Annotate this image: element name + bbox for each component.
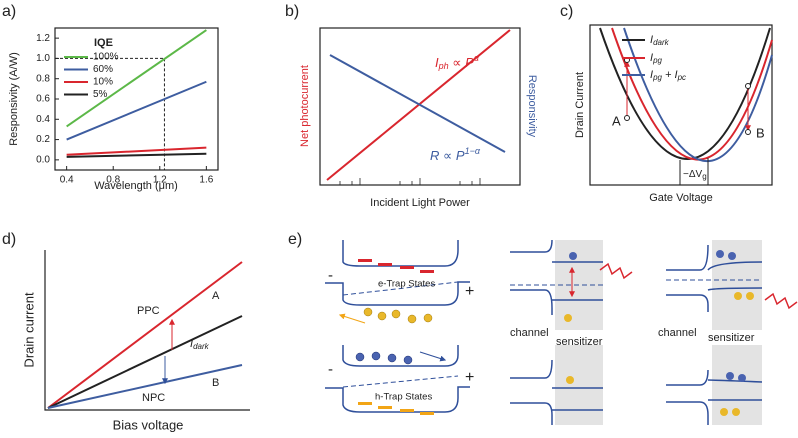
x-tick-label: 1.6 [199,175,213,186]
shift-label: −ΔVg [683,169,707,181]
y-tick-label: 1.0 [36,53,50,64]
y-tick-label: 0.4 [36,114,50,125]
dark-curve [599,27,771,160]
legend-entry: Ipg + Ipc [650,69,686,82]
y-tick-label: 0.8 [36,73,50,84]
left-axis-label: Net photocurrent [299,65,311,147]
y-tick-label: 1.2 [36,33,50,44]
y-axis-label: Drain Current [574,72,586,138]
panel-label: a) [2,3,16,20]
legend-entry: 100% [93,52,119,63]
label: A [212,290,220,302]
y-axis-label: Responsivity (A/W) [8,52,20,146]
legend-title: IQE [94,37,113,49]
label: sensitizer [556,336,603,348]
panel-label: e) [288,231,302,248]
panel-c: A B −ΔVg Idark Ipg Ipg + Ipc Drain Curre… [574,24,773,204]
panel-b: Net photocurrent Responsivity Incident L… [299,27,538,209]
label: channel [510,327,549,339]
point-label: A [612,113,621,128]
panel-label: c) [560,3,573,20]
series-line [66,80,207,141]
x-axis-label: Wavelength (μm) [94,180,178,192]
terminal: + [465,369,474,386]
point-label: B [756,125,765,140]
panel-e: - + e-Trap States - + h-Trap States chan… [325,239,798,425]
terminal: - [328,267,333,284]
label: channel [658,327,697,339]
x-tick-label: 0.8 [106,175,120,186]
x-tick-label: 0.4 [60,175,74,186]
series-line [66,152,207,158]
label: B [212,377,219,389]
label: h-Trap States [375,392,432,403]
label: e-Trap States [378,279,435,290]
label: NPC [142,392,165,404]
x-axis-label: Bias voltage [113,417,184,432]
y-tick-label: 0.2 [36,134,50,145]
legend-entry: 5% [93,89,108,100]
formula: R ∝ P1−α [430,146,481,163]
y-axis-label: Drain current [21,292,36,368]
pgpc-curve [623,27,773,162]
y-tick-label: 0.0 [36,154,50,165]
plot-frame [589,24,773,186]
legend-entry: 60% [93,64,113,75]
y-tick-label: 0.6 [36,94,50,105]
legend-entry: Idark [650,34,670,47]
log-ticks [339,178,481,185]
axes [44,250,250,411]
series-line [66,29,207,128]
label: sensitizer [708,332,755,344]
x-tick-label: 1.2 [153,175,167,186]
legend-entry: 10% [93,77,113,88]
x-axis-label: Incident Light Power [370,197,470,209]
terminal: + [465,283,474,300]
panel-d: PPC A Idark NPC B Drain current Bias vol… [21,250,250,432]
label: PPC [137,305,160,317]
formula: Iph ∝ Pα [435,53,480,71]
series-line [66,146,207,156]
x-axis-label: Gate Voltage [649,192,713,204]
right-axis-label: Responsivity [526,75,538,138]
panel-label: b) [285,3,299,20]
label: Idark [190,338,210,351]
responsivity-line [329,54,506,153]
panel-a: Responsivity (A/W) Wavelength (μm) IQE 0… [8,27,219,192]
legend-entry: Ipg [650,52,663,65]
panel-label: d) [2,231,16,248]
terminal: - [328,361,333,378]
